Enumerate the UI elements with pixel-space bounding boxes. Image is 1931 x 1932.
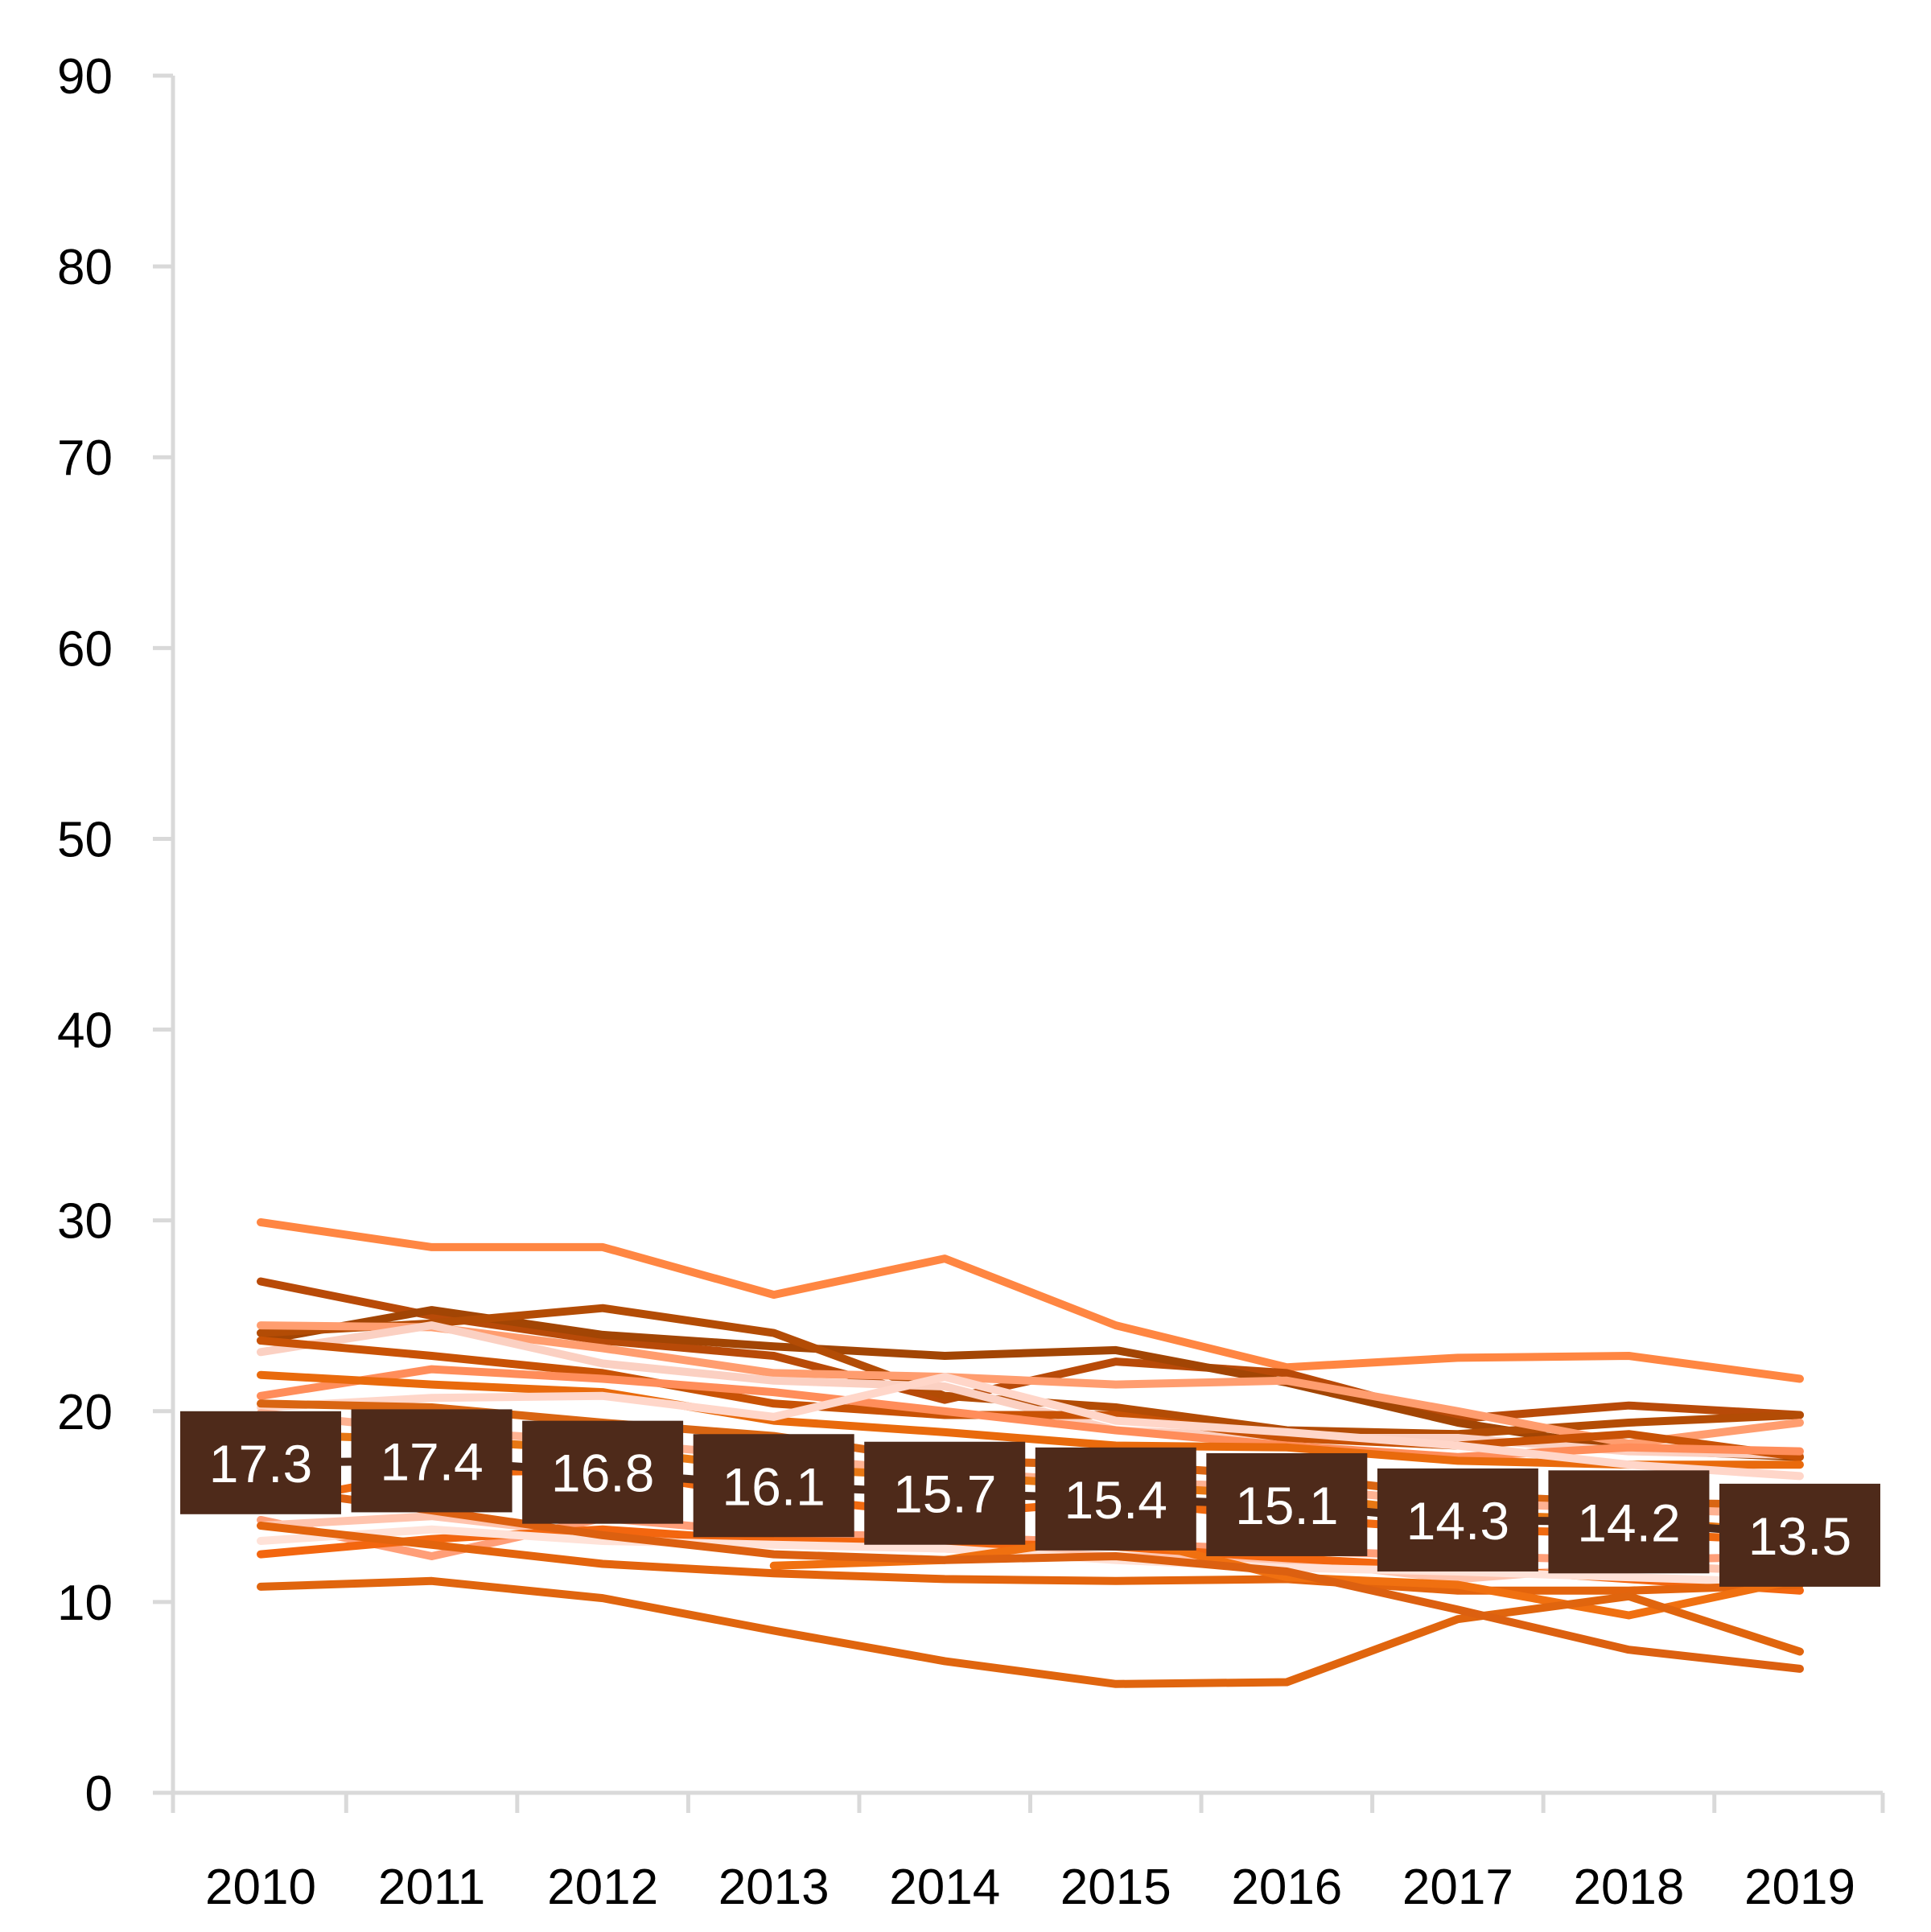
series-lines	[257, 1218, 1804, 1688]
average-line	[260, 1456, 1801, 1539]
x-tick-label: 2013	[718, 1860, 830, 1915]
average-label-box	[1719, 1483, 1880, 1587]
average-label-2011: 17.4	[351, 1409, 513, 1513]
y-tick-label: 70	[57, 430, 113, 486]
average-label-box	[1548, 1470, 1710, 1574]
average-label-2018: 14.2	[1548, 1470, 1710, 1574]
average-label-2013: 16.1	[693, 1434, 854, 1538]
average-label-text: 17.3	[209, 1434, 312, 1493]
x-tick-label: 2012	[547, 1860, 658, 1915]
average-label-2012: 16.8	[522, 1420, 684, 1524]
series-line-series-10	[257, 1373, 1804, 1481]
average-label-text: 16.1	[722, 1456, 825, 1516]
average-label-2014: 15.7	[864, 1441, 1026, 1545]
y-tick-label: 20	[57, 1385, 113, 1440]
average-label-box	[522, 1420, 684, 1524]
x-tick-label: 2017	[1402, 1860, 1513, 1915]
average-data-labels: 17.3 17.4 16.8 16.1 15.7 15.4 15.1 14.3 14.2 13.5	[180, 1409, 1880, 1587]
series-line-series-21	[257, 1576, 1804, 1688]
series-line-series-22	[257, 1483, 1804, 1673]
x-tick-label: 2014	[889, 1860, 1000, 1915]
average-label-box	[351, 1409, 513, 1513]
series-line-series-01	[257, 1218, 1804, 1383]
average-label-box	[1206, 1452, 1368, 1556]
average-label-text: 15.4	[1064, 1470, 1167, 1530]
average-label-box	[693, 1434, 854, 1538]
average-label-text: 14.2	[1577, 1493, 1680, 1552]
average-label-text: 15.7	[893, 1464, 996, 1524]
average-label-2017: 14.3	[1377, 1468, 1538, 1572]
y-tick-label: 60	[57, 621, 113, 677]
axes: 0 10 20 30 40 50 60 70 80 90 2010 2011 2012 2013 2014 2…	[57, 49, 1885, 1915]
series-line-series-06	[257, 1321, 1804, 1460]
x-tick-label: 2011	[378, 1860, 485, 1915]
average-label-box	[180, 1411, 341, 1514]
series-line-series-05	[257, 1321, 1804, 1448]
series-line-series-09	[257, 1370, 1804, 1469]
x-tick-label: 2016	[1231, 1860, 1342, 1915]
average-label-box	[1035, 1447, 1196, 1551]
average-label-text: 15.1	[1235, 1476, 1338, 1535]
y-tick-label: 30	[57, 1194, 113, 1250]
series-line-series-11	[257, 1399, 1804, 1509]
average-label-box	[1377, 1468, 1538, 1572]
y-tick-label: 90	[57, 49, 113, 105]
y-tick-label: 0	[85, 1766, 113, 1822]
average-label-text: 16.8	[551, 1444, 654, 1503]
series-line-series-14	[257, 1466, 1804, 1545]
x-tick-label: 2018	[1573, 1860, 1684, 1915]
average-label-2010: 17.3	[180, 1411, 341, 1514]
average-label-2019: 13.5	[1719, 1483, 1880, 1587]
average-label-2015: 15.4	[1035, 1447, 1196, 1551]
series-line-series-07	[257, 1337, 1804, 1461]
average-series	[260, 1456, 1801, 1539]
average-label-box	[864, 1441, 1026, 1545]
x-tick-label: 2019	[1744, 1860, 1855, 1915]
average-label-text: 17.4	[380, 1431, 483, 1491]
y-tick-label: 80	[57, 240, 113, 295]
average-label-text: 13.5	[1748, 1506, 1851, 1566]
y-tick-label: 40	[57, 1003, 113, 1059]
x-tick-label: 2010	[205, 1860, 316, 1915]
average-label-2016: 15.1	[1206, 1452, 1368, 1556]
average-label-text: 14.3	[1406, 1491, 1509, 1551]
series-line-series-19	[257, 1522, 1804, 1595]
x-tick-label: 2015	[1060, 1860, 1171, 1915]
y-tick-label: 50	[57, 812, 113, 867]
y-tick-label: 10	[57, 1576, 113, 1631]
